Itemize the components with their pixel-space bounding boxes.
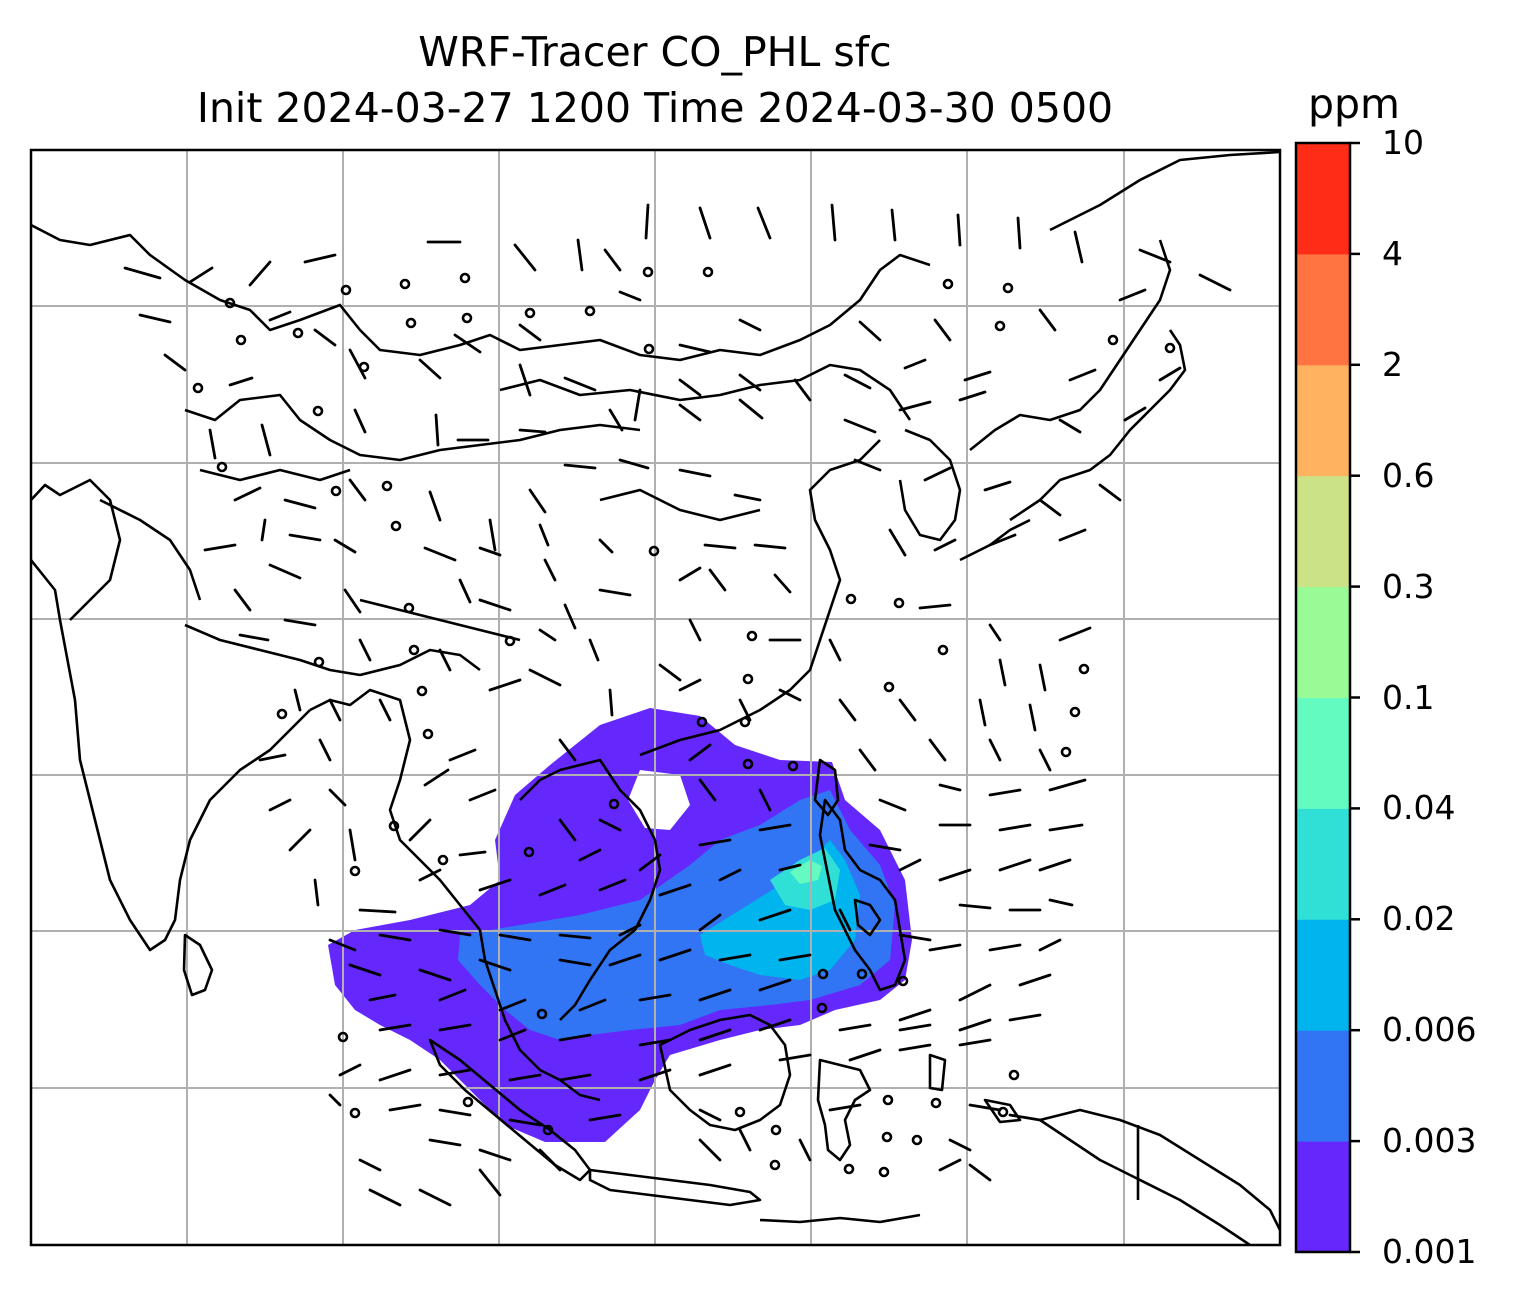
colorbar-tick-label: 0.04	[1382, 788, 1456, 828]
colorbar-tick-label: 0.1	[1382, 677, 1435, 717]
colorbar-segment	[1296, 808, 1350, 920]
colorbar-segment	[1296, 1141, 1350, 1253]
colorbar-unit-label: ppm	[1308, 80, 1400, 128]
map-frame	[29, 148, 1282, 1247]
calm-wind-markers	[192, 266, 1176, 1178]
colorbar-tick-label: 10	[1382, 123, 1424, 162]
colorbar-tick-label: 0.001	[1382, 1232, 1477, 1271]
colorbar-segment	[1296, 919, 1350, 1031]
colorbar-tick-label: 0.006	[1382, 1010, 1477, 1050]
map-title-line2: Init 2024-03-27 1200 Time 2024-03-30 050…	[196, 84, 1114, 132]
tracer-level-004	[790, 860, 822, 884]
colorbar-tick-label: 0.6	[1382, 455, 1435, 495]
colorbar-tick-label: 0.3	[1382, 566, 1435, 606]
colorbar-segment	[1296, 697, 1350, 809]
colorbar-segment	[1296, 586, 1350, 698]
colorbar-segment	[1296, 143, 1350, 255]
tracer-field	[328, 708, 912, 1142]
colorbar-segment	[1296, 364, 1350, 477]
colorbar-segment	[1296, 1030, 1350, 1142]
colorbar-tick-label: 2	[1382, 344, 1403, 384]
colorbar	[1294, 141, 1360, 1254]
colorbar-tick-label: 0.02	[1382, 899, 1456, 939]
map-title-line1: WRF-Tracer CO_PHL sfc	[418, 28, 892, 76]
wind-barbs	[123, 203, 1232, 1207]
colorbar-tick-label: 0.003	[1382, 1121, 1477, 1161]
colorbar-segment	[1296, 253, 1350, 366]
colorbar-segment	[1296, 475, 1350, 588]
gridlines	[31, 150, 1280, 1245]
coastlines	[31, 150, 1280, 1245]
colorbar-tick-label: 4	[1382, 233, 1403, 273]
